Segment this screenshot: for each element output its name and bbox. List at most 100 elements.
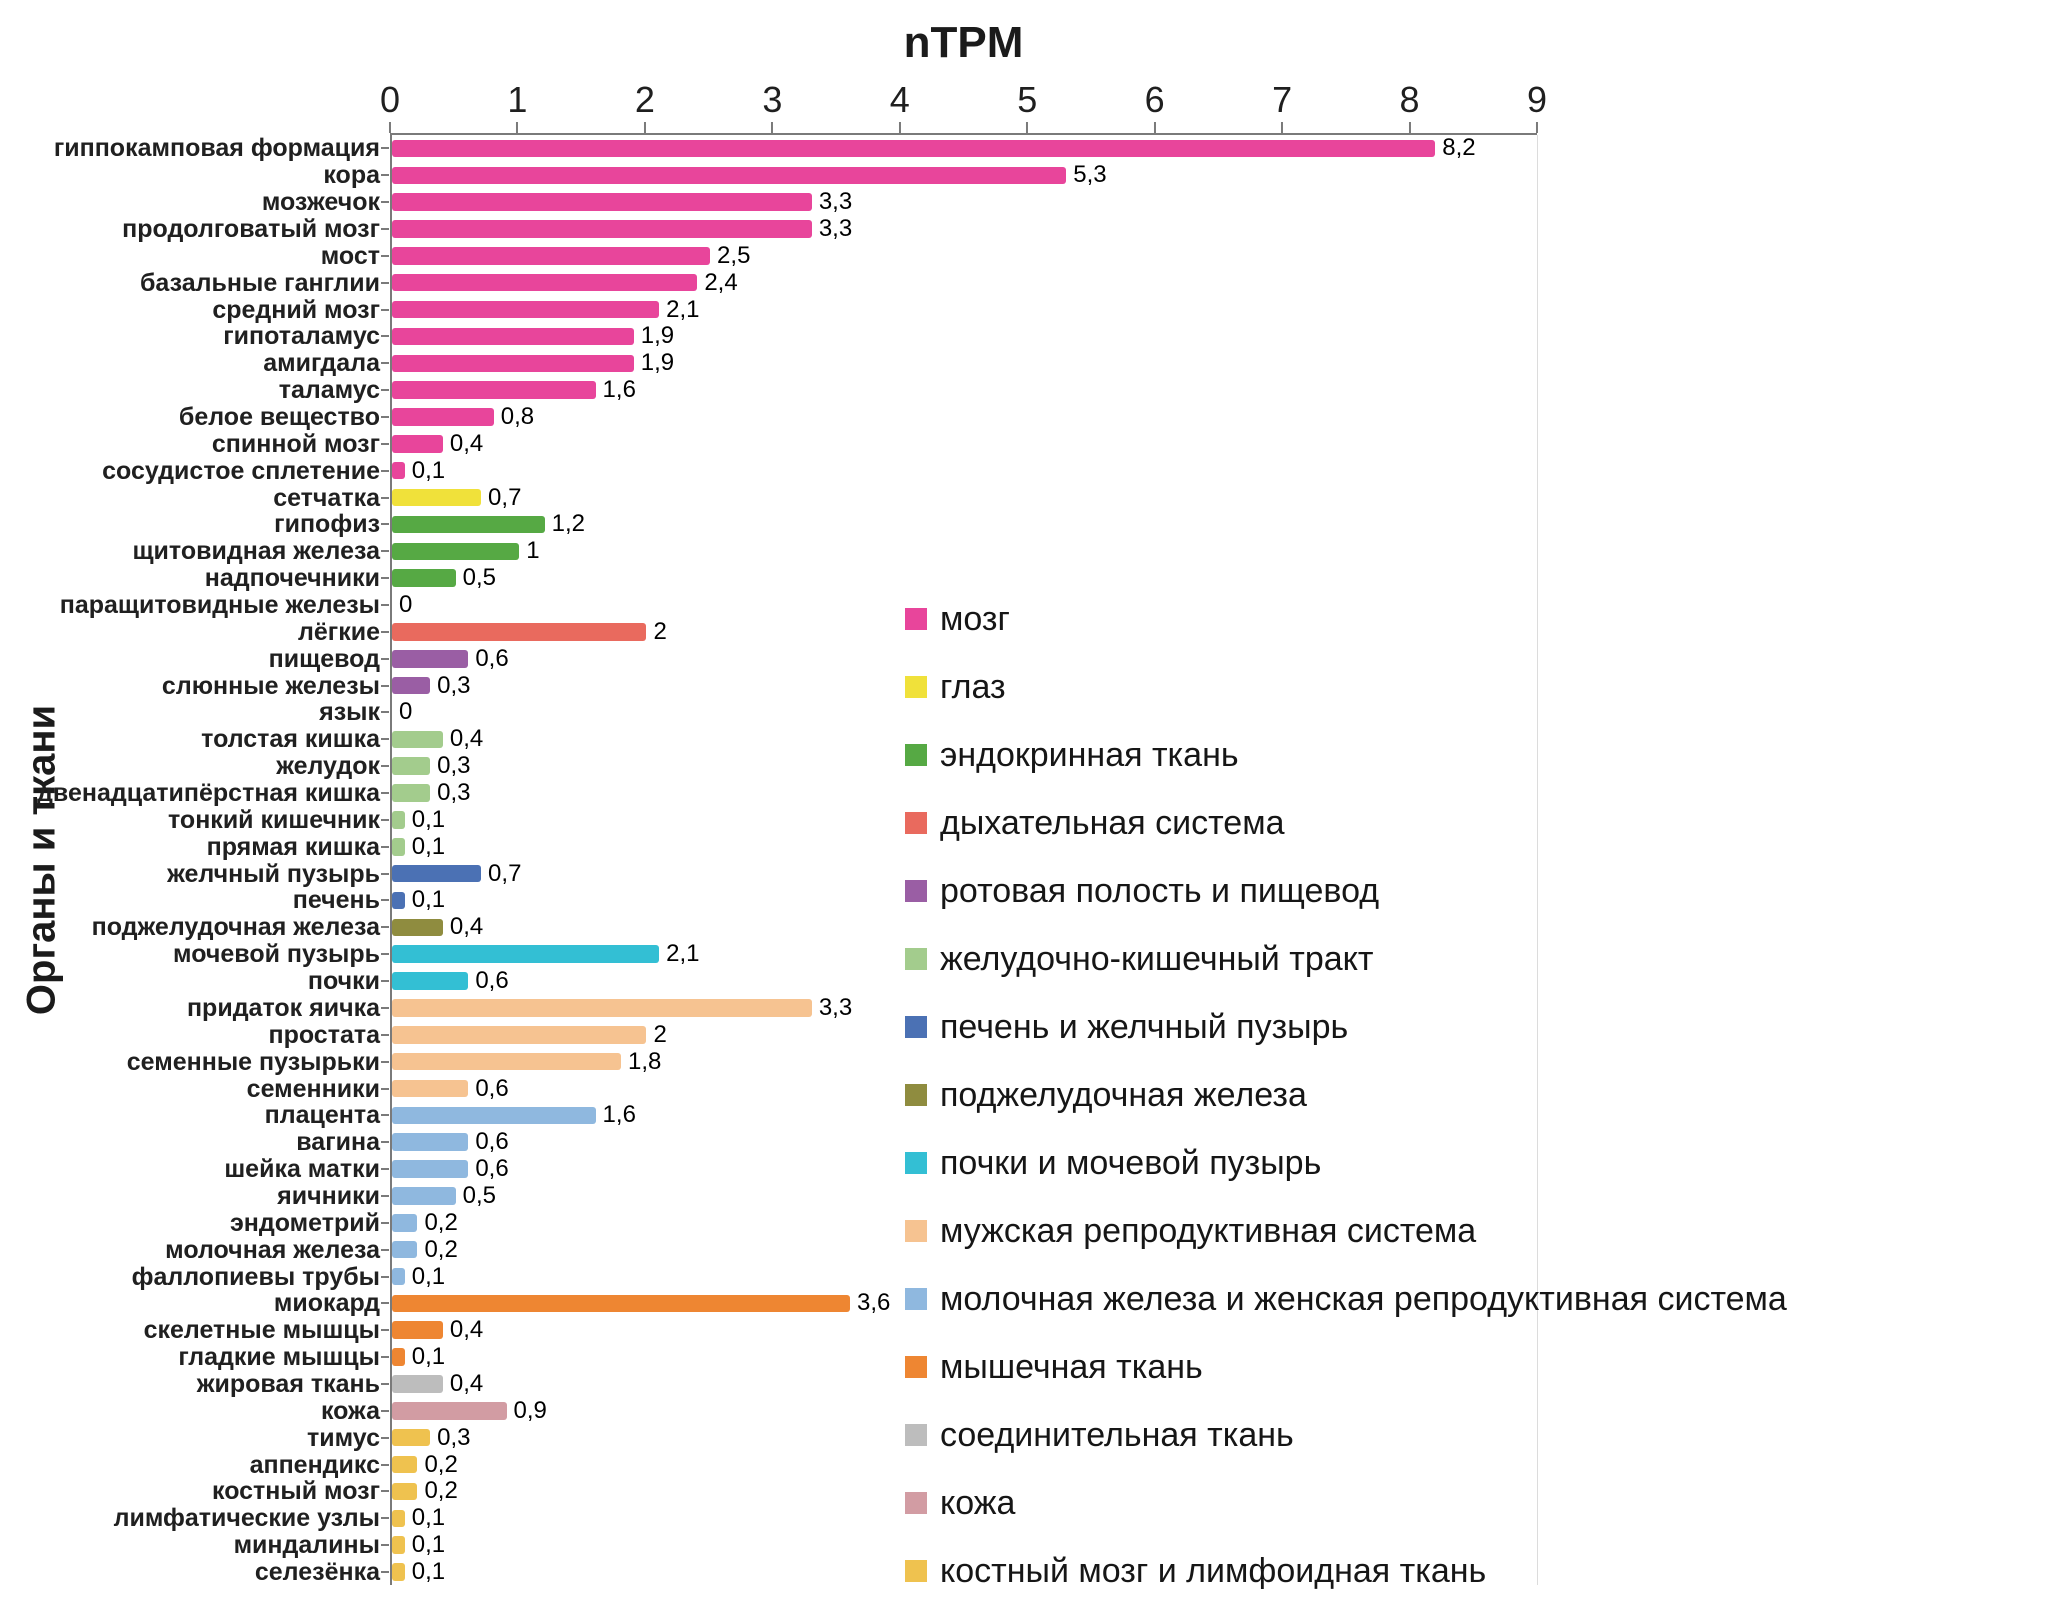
bar-track: 0,4 xyxy=(390,913,1537,941)
value-label: 1,6 xyxy=(602,1101,636,1129)
legend-label: молочная железа и женская репродуктивная… xyxy=(940,1279,1787,1318)
bar xyxy=(392,864,482,883)
category-label: желудок xyxy=(276,752,380,781)
value-label: 0,4 xyxy=(449,1316,484,1344)
bar-track: 0,1 xyxy=(390,1343,1537,1371)
value-label: 1,2 xyxy=(551,510,586,538)
bar xyxy=(392,569,456,587)
bar-row: печень 0,1 xyxy=(0,887,1537,914)
bar-row: мозжечок 3,3 xyxy=(0,188,1537,216)
x-tick-label: 5 xyxy=(1017,79,1038,120)
value-label: 1,8 xyxy=(628,1047,662,1075)
legend-swatch xyxy=(905,744,927,766)
bar-row: желудок 0,3 xyxy=(0,752,1537,781)
bar xyxy=(392,461,405,480)
bar-track: 0 xyxy=(390,699,1537,726)
category-label: слюнные железы xyxy=(161,671,380,700)
category-label: продолговатый мозг xyxy=(122,215,380,243)
bar xyxy=(392,488,482,507)
category-label: фаллопиевы трубы xyxy=(131,1262,380,1291)
bar-row: двенадцатипёрстная кишка 0,3 xyxy=(0,779,1537,807)
bar-track: 2,5 xyxy=(390,242,1537,270)
x-tick-mark xyxy=(516,122,519,133)
bar xyxy=(392,811,405,829)
bar-track: 0,3 xyxy=(390,752,1537,780)
bar xyxy=(392,542,520,561)
legend-swatch xyxy=(905,1084,927,1106)
bar xyxy=(392,1509,405,1527)
value-label: 3,3 xyxy=(818,188,853,216)
category-label: сосудистое сплетение xyxy=(102,456,380,485)
bar-track: 0,1 xyxy=(390,833,1537,861)
category-label: толстая кишка xyxy=(201,725,380,754)
legend-item: костный мозг и лимфоидная ткань xyxy=(905,1552,1787,1590)
bar xyxy=(392,1052,621,1071)
bar-track: 0,1 xyxy=(390,805,1537,834)
bar-row: семенники 0,6 xyxy=(0,1075,1537,1102)
bar-track: 0,2 xyxy=(390,1451,1537,1478)
category-label: средний мозг xyxy=(212,295,380,324)
value-label: 0,1 xyxy=(411,805,446,833)
legend-label: мышечная ткань xyxy=(940,1347,1203,1386)
bar-row: почки 0,6 xyxy=(0,967,1537,995)
bar xyxy=(392,972,469,990)
bar-row: аппендикс 0,2 xyxy=(0,1451,1537,1478)
category-label: гиппокамповая формация xyxy=(53,134,380,163)
bar-track: 0,1 xyxy=(390,1263,1537,1290)
value-label: 0,3 xyxy=(437,1423,471,1451)
bar xyxy=(392,1214,418,1232)
x-tick-label: 8 xyxy=(1399,79,1420,120)
category-label: плацента xyxy=(264,1101,380,1130)
bar xyxy=(392,623,647,641)
category-label: тимус xyxy=(307,1423,380,1452)
value-label: 0,1 xyxy=(411,1504,446,1532)
bar-track: 3,3 xyxy=(390,215,1537,243)
x-axis-title: nTPM xyxy=(903,18,1024,67)
bar xyxy=(392,838,405,856)
bar-track: 0,6 xyxy=(390,967,1537,995)
value-label: 1,9 xyxy=(640,349,675,377)
legend-item: молочная железа и женская репродуктивная… xyxy=(905,1280,1787,1318)
value-label: 0,6 xyxy=(475,1074,509,1102)
bar-track: 0,2 xyxy=(390,1209,1537,1237)
x-axis-tick: 8 xyxy=(1400,82,1420,133)
category-label: гипофиз xyxy=(274,510,380,539)
value-label: 3,6 xyxy=(857,1289,891,1317)
bar-track: 0 xyxy=(390,591,1537,619)
bar-row: гладкие мышцы 0,1 xyxy=(0,1343,1537,1371)
bar-track: 1,8 xyxy=(390,1047,1537,1076)
category-label: кора xyxy=(323,161,380,190)
bar-track: 0,5 xyxy=(390,1181,1537,1210)
x-tick-label: 3 xyxy=(762,79,783,120)
bar-track: 0,6 xyxy=(390,645,1537,673)
legend-swatch xyxy=(905,1220,927,1242)
legend-item: соединительная ткань xyxy=(905,1416,1787,1454)
bar-track: 0,1 xyxy=(390,1504,1537,1532)
category-label: вагина xyxy=(296,1128,380,1157)
category-label: яичники xyxy=(277,1181,380,1210)
value-label: 0,6 xyxy=(475,1155,509,1183)
value-label: 5,3 xyxy=(1073,161,1107,189)
bar-row: паращитовидные железы 0 xyxy=(0,591,1537,619)
x-tick-label: 4 xyxy=(889,79,910,120)
value-label: 2,1 xyxy=(666,295,700,323)
category-label: кожа xyxy=(320,1396,380,1425)
category-label: простата xyxy=(268,1020,380,1049)
bar-track: 1 xyxy=(390,537,1537,565)
bar-track: 0,1 xyxy=(390,887,1537,914)
bar-track: 0,3 xyxy=(390,672,1537,700)
value-label: 0,4 xyxy=(449,725,484,753)
bar-track: 0,3 xyxy=(390,1423,1537,1452)
x-tick-label: 6 xyxy=(1144,79,1165,120)
bar xyxy=(392,354,634,373)
value-label: 1,9 xyxy=(640,322,675,350)
x-axis-tick: 4 xyxy=(890,82,910,133)
bar-row: жировая ткань 0,4 xyxy=(0,1370,1537,1398)
bar-track: 0,1 xyxy=(390,1558,1537,1586)
bar-row: эндометрий 0,2 xyxy=(0,1209,1537,1237)
value-label: 0,5 xyxy=(462,1181,496,1209)
category-label: белое вещество xyxy=(178,403,380,432)
category-label: поджелудочная железа xyxy=(91,913,380,942)
bar-row: скелетные мышцы 0,4 xyxy=(0,1316,1537,1344)
